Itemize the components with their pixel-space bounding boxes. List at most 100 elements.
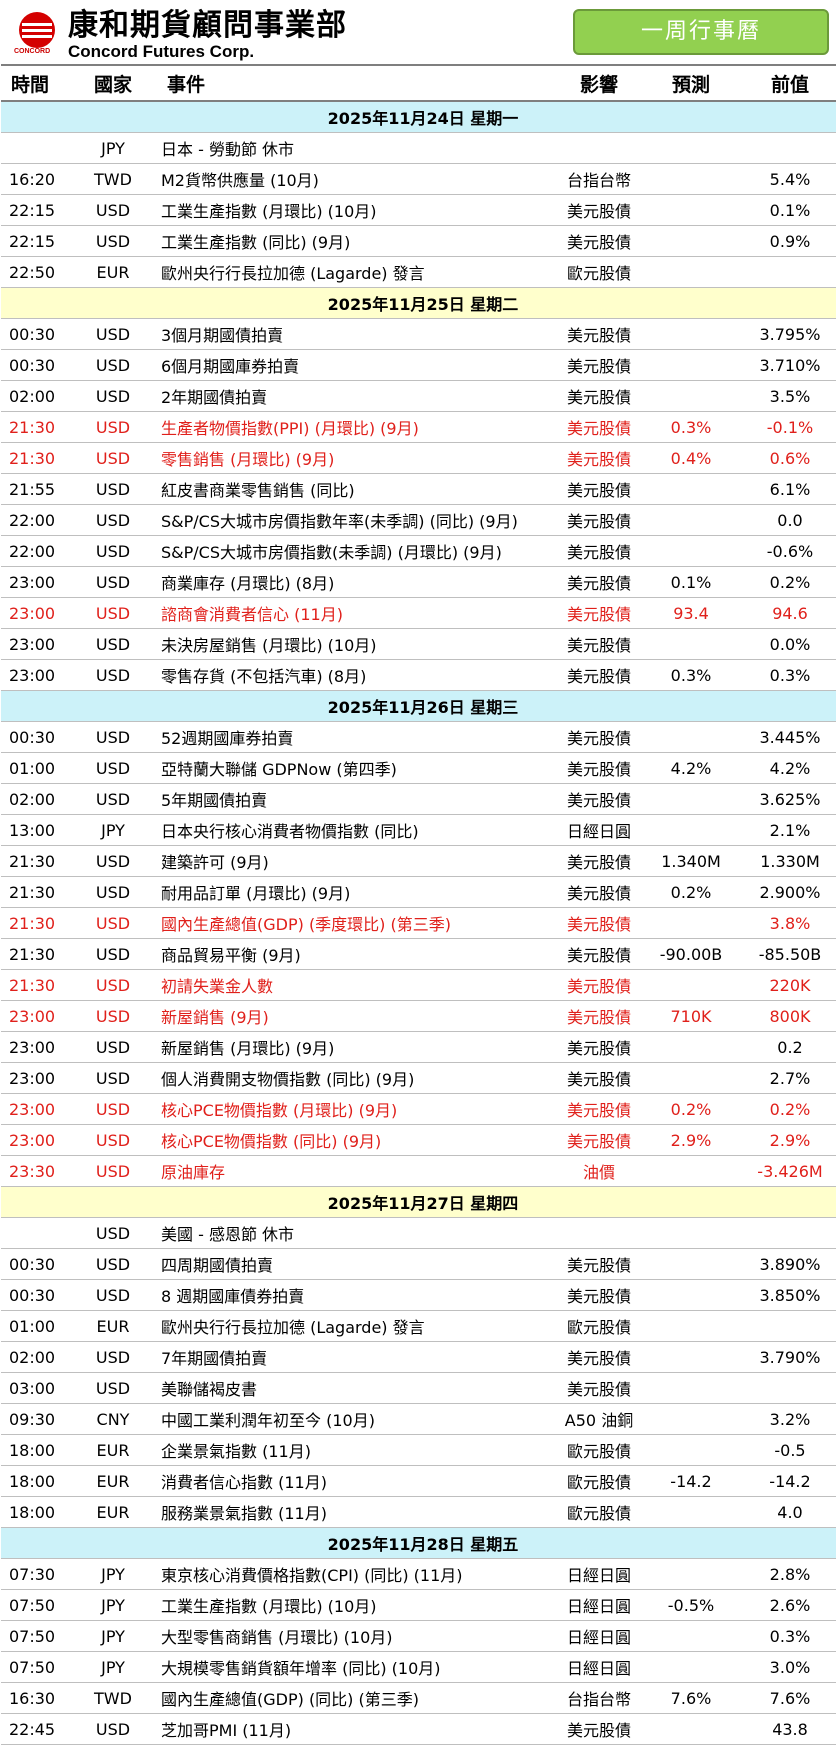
event-time: 07:50 — [1, 1620, 77, 1652]
event-time: 21:30 — [1, 411, 77, 443]
table-row: 02:00 USD 7年期國債拍賣 美元股債 3.790% — [1, 1341, 836, 1373]
event-forecast — [647, 721, 735, 753]
event-forecast — [647, 504, 735, 536]
event-country: JPY — [77, 814, 149, 846]
event-forecast: 710K — [647, 1000, 735, 1032]
event-time: 22:15 — [1, 194, 77, 226]
event-impact: 美元股債 — [551, 1372, 647, 1404]
event-forecast — [647, 1310, 735, 1342]
event-name: 2年期國債拍賣 — [149, 380, 551, 412]
table-row: 23:00 USD 商業庫存 (月環比) (8月) 美元股債 0.1% 0.2% — [1, 566, 836, 598]
event-time — [1, 132, 77, 164]
calendar-body: 2025年11月24日 星期一 JPY 日本 - 勞動節 休市 16:20 TWD M2貨… — [1, 101, 836, 1745]
event-forecast — [647, 1434, 735, 1466]
event-name: 生產者物價指數(PPI) (月環比) (9月) — [149, 411, 551, 443]
table-row: 21:30 USD 耐用品訂單 (月環比) (9月) 美元股債 0.2% 2.900% — [1, 876, 836, 908]
table-row: 21:30 USD 生產者物價指數(PPI) (月環比) (9月) 美元股債 0.3% -… — [1, 411, 836, 443]
day-header-row: 2025年11月24日 星期一 — [1, 101, 836, 133]
day-header-row: 2025年11月28日 星期五 — [1, 1527, 836, 1559]
event-country: USD — [77, 473, 149, 505]
event-forecast — [647, 1341, 735, 1373]
event-time: 18:00 — [1, 1496, 77, 1528]
event-time: 18:00 — [1, 1465, 77, 1497]
event-forecast: -0.5% — [647, 1589, 735, 1621]
table-row: 01:00 USD 亞特蘭大聯儲 GDPNow (第四季) 美元股債 4.2% 4.2% — [1, 752, 836, 784]
event-time: 23:00 — [1, 1062, 77, 1094]
event-impact: 美元股債 — [551, 1031, 647, 1063]
event-previous: 3.0% — [735, 1651, 836, 1683]
event-previous — [735, 1372, 836, 1404]
event-previous: 2.900% — [735, 876, 836, 908]
table-row: 07:50 JPY 大型零售商銷售 (月環比) (10月) 日經日圓 0.3% — [1, 1620, 836, 1652]
event-country: TWD — [77, 163, 149, 195]
event-previous: 2.9% — [735, 1124, 836, 1156]
event-name: 中國工業利潤年初至今 (10月) — [149, 1403, 551, 1435]
event-forecast — [647, 1155, 735, 1187]
event-forecast: -90.00B — [647, 938, 735, 970]
event-forecast: 0.4% — [647, 442, 735, 474]
table-row: 21:55 USD 紅皮書商業零售銷售 (同比) 美元股債 6.1% — [1, 473, 836, 505]
event-previous: 1.330M — [735, 845, 836, 877]
logo-chinese-name: 康和期貨顧問事業部 — [68, 8, 347, 43]
event-previous: 2.7% — [735, 1062, 836, 1094]
calendar-table: 時間 國家 事件 影響 預測 前值 2025年11月24日 星期一 JPY 日本 -… — [1, 64, 836, 1745]
event-impact: 歐元股債 — [551, 1310, 647, 1342]
table-row: 03:00 USD 美聯儲褐皮書 美元股債 — [1, 1372, 836, 1404]
table-row: 23:00 USD 零售存貨 (不包括汽車) (8月) 美元股債 0.3% 0.3% — [1, 659, 836, 691]
event-name: 芝加哥PMI (11月) — [149, 1713, 551, 1745]
event-forecast — [647, 318, 735, 350]
event-country: USD — [77, 1124, 149, 1156]
event-impact: 美元股債 — [551, 1124, 647, 1156]
event-time: 13:00 — [1, 814, 77, 846]
table-row: 01:00 EUR 歐州央行行長拉加德 (Lagarde) 發言 歐元股債 — [1, 1310, 836, 1342]
event-forecast — [647, 1279, 735, 1311]
event-country: USD — [77, 1248, 149, 1280]
event-time: 23:00 — [1, 566, 77, 598]
event-time: 01:00 — [1, 1310, 77, 1342]
event-time: 21:30 — [1, 442, 77, 474]
event-name: 國內生產總值(GDP) (同比) (第三季) — [149, 1682, 551, 1714]
event-time: 00:30 — [1, 1279, 77, 1311]
event-country: USD — [77, 597, 149, 629]
event-name: 建築許可 (9月) — [149, 845, 551, 877]
event-forecast — [647, 380, 735, 412]
event-country: USD — [77, 1031, 149, 1063]
event-impact: 歐元股債 — [551, 1465, 647, 1497]
table-row: 02:00 USD 2年期國債拍賣 美元股債 3.5% — [1, 380, 836, 412]
day-date-label: 2025年11月27日 星期四 — [1, 1186, 836, 1218]
event-country: USD — [77, 659, 149, 691]
table-row: 18:00 EUR 消費者信心指數 (11月) 歐元股債 -14.2 -14.2 — [1, 1465, 836, 1497]
event-impact: 日經日圓 — [551, 1651, 647, 1683]
event-forecast — [647, 1496, 735, 1528]
event-country: JPY — [77, 132, 149, 164]
event-impact: 台指台幣 — [551, 163, 647, 195]
event-impact: 美元股債 — [551, 628, 647, 660]
event-previous: 220K — [735, 969, 836, 1001]
day-date-label: 2025年11月24日 星期一 — [1, 101, 836, 133]
table-header-row: 時間 國家 事件 影響 預測 前值 — [1, 64, 836, 102]
event-country: USD — [77, 752, 149, 784]
table-row: 21:30 USD 零售銷售 (月環比) (9月) 美元股債 0.4% 0.6% — [1, 442, 836, 474]
event-forecast: 0.1% — [647, 566, 735, 598]
event-previous — [735, 1217, 836, 1249]
event-name: 國內生產總值(GDP) (季度環比) (第三季) — [149, 907, 551, 939]
day-date-label: 2025年11月28日 星期五 — [1, 1527, 836, 1559]
event-country: USD — [77, 535, 149, 567]
logo-english-name: Concord Futures Corp. — [68, 42, 255, 61]
event-impact: A50 油銅 — [551, 1403, 647, 1435]
event-name: 日本央行核心消費者物價指數 (同比) — [149, 814, 551, 846]
event-name: 5年期國債拍賣 — [149, 783, 551, 815]
event-forecast: 4.2% — [647, 752, 735, 784]
table-row: 23:00 USD 新屋銷售 (9月) 美元股債 710K 800K — [1, 1000, 836, 1032]
event-forecast — [647, 907, 735, 939]
page-header: CONCORD 康和期貨顧問事業部 Concord Futures Corp. … — [0, 0, 836, 64]
event-country: USD — [77, 380, 149, 412]
event-name: 四周期國債拍賣 — [149, 1248, 551, 1280]
event-forecast — [647, 1403, 735, 1435]
table-row: 23:00 USD 核心PCE物價指數 (同比) (9月) 美元股債 2.9% 2.9% — [1, 1124, 836, 1156]
event-name: 新屋銷售 (月環比) (9月) — [149, 1031, 551, 1063]
event-previous: -0.6% — [735, 535, 836, 567]
table-row: 07:50 JPY 工業生產指數 (月環比) (10月) 日經日圓 -0.5% 2.6% — [1, 1589, 836, 1621]
event-time: 21:55 — [1, 473, 77, 505]
table-row: 23:00 USD 個人消費開支物價指數 (同比) (9月) 美元股債 2.7% — [1, 1062, 836, 1094]
